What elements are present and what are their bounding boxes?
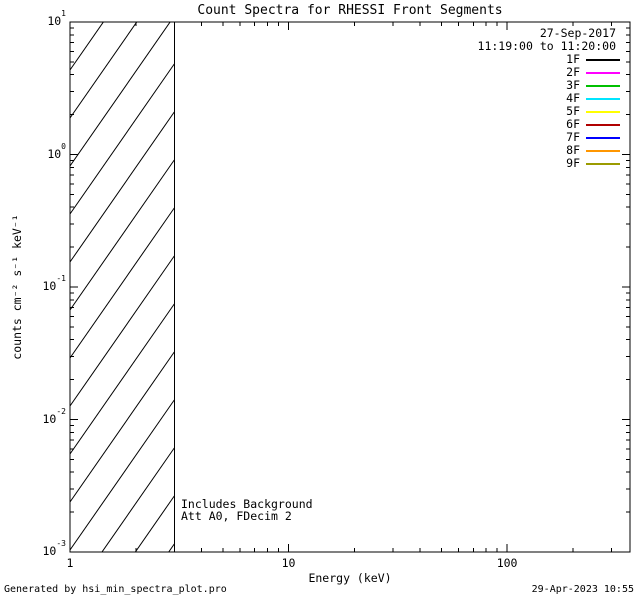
legend-item-4f: 4F [566,92,620,105]
legend-label: 9F [566,156,580,170]
x-tick-label: 100 [496,556,518,570]
hatch-line [70,255,175,407]
legend-label: 5F [566,104,580,118]
y-tick-label: 10-1 [42,274,67,293]
legend-color-line [586,162,620,165]
legend-color-line [586,123,620,126]
legend-label: 3F [566,78,580,92]
hatch-line [70,63,175,215]
y-tick-label: 101 [47,9,66,28]
legend-color-line [586,149,620,152]
background-hatch-region [70,22,175,552]
legend-color-line [586,84,620,87]
y-axis-label: counts cm⁻² s⁻¹ keV⁻¹ [10,214,24,360]
hatch-line [70,22,71,23]
legend: 1F 2F 3F 4F 5F 6F 7F 8F 9F [566,53,620,170]
legend-label: 6F [566,117,580,131]
hatch-line [70,111,175,263]
observation-time-range: 11:19:00 to 11:20:00 [477,39,616,53]
legend-color-line [586,71,620,74]
legend-item-1f: 1F [566,53,620,66]
x-tick-label: 10 [281,556,296,570]
legend-item-5f: 5F [566,105,620,118]
y-tick-label: 100 [47,141,66,161]
legend-color-line [586,58,620,61]
observation-datetime: 27-Sep-2017 11:19:00 to 11:20:00 [478,27,616,53]
legend-item-3f: 3F [566,79,620,92]
hatch-line [70,351,175,503]
hatch-line [70,22,104,71]
generated-by-text: Generated by hsi_min_spectra_plot.pro [4,584,227,595]
observation-date: 27-Sep-2017 [539,26,616,40]
y-tick-label: 10-2 [42,406,67,426]
legend-color-line [586,136,620,139]
legend-color-line [586,110,620,113]
hatch-line [101,447,175,552]
legend-label: 8F [566,143,580,157]
hatch-line [70,22,171,167]
y-tick-label: 10-3 [42,539,67,558]
annotation-includes-background: Includes Background [181,497,313,511]
chart-title: Count Spectra for RHESSI Front Segments [197,3,503,18]
hatch-line [70,399,175,551]
legend-label: 7F [566,130,580,144]
hatch-line [70,22,138,119]
legend-item-9f: 9F [566,157,620,170]
x-tick-label: 1 [66,556,74,570]
generated-timestamp: 29-Apr-2023 10:55 [531,584,634,595]
legend-item-8f: 8F [566,144,620,157]
annotation-attenuator-state: Att A0, FDecim 2 [181,509,292,523]
legend-label: 1F [566,52,580,66]
plot-frame [69,21,631,553]
hatch-line [134,495,175,552]
hatch-line [70,303,175,455]
hatch-line [70,159,175,311]
hatch-line [70,207,175,359]
legend-item-7f: 7F [566,131,620,144]
legend-color-line [586,97,620,100]
legend-label: 4F [566,91,580,105]
legend-item-2f: 2F [566,66,620,79]
legend-label: 2F [566,65,580,79]
x-axis-label: Energy (keV) [308,571,392,585]
legend-item-6f: 6F [566,118,620,131]
